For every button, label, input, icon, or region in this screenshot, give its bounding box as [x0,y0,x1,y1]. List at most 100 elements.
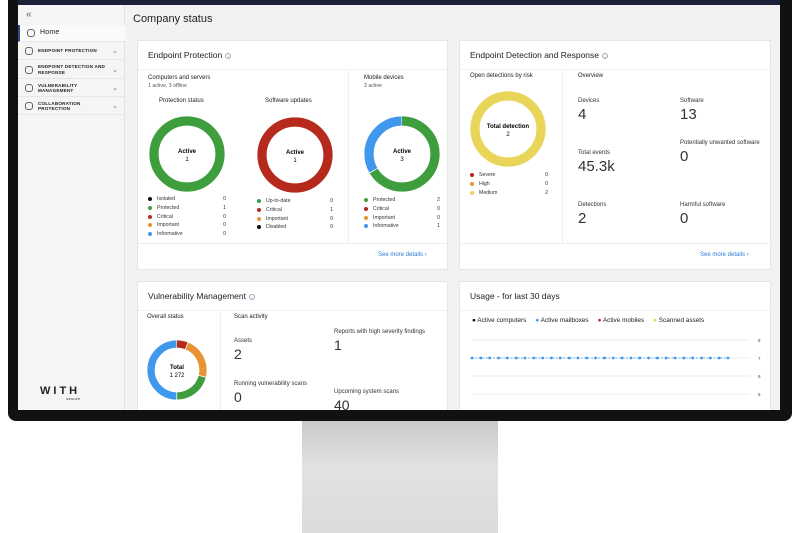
stat-label: Total events [578,150,611,156]
sidebar-item-edr[interactable]: ENDPOINT DETECTION AND RESPONSE ⌄ [18,61,125,79]
info-icon[interactable]: i [248,293,255,300]
legend-item[interactable]: ● Active mobiles [598,317,645,324]
legend-item: Protected 1 [148,204,226,213]
data-point [585,356,589,360]
legend-dot [470,190,474,195]
legend-value: 2 [437,197,440,204]
card-title: Usage - for last 30 days [470,291,560,301]
data-point [514,356,518,360]
updates-donut: Active 1 [257,117,333,193]
card-title: Endpoint Protection [148,50,223,60]
donut-segment [470,91,546,167]
donut-segment [147,340,207,400]
data-point [470,356,474,360]
computers-title: Computers and servers [148,75,211,81]
stat-value: 45.3k [578,157,615,175]
sidebar-item-endpoint-protection[interactable]: ENDPOINT PROTECTION ⌄ [18,43,125,60]
legend-value: 0 [545,181,548,188]
legend-value: 1 [437,223,440,230]
overview-title: Overview [578,73,604,79]
donut-center-value: 1 [293,158,297,164]
legend-label: Isolated [157,196,176,203]
radar-icon [25,65,33,74]
monitor-stand [302,421,498,533]
stat-item: Detections 2 [578,201,668,227]
legend-label: Critical [373,206,389,213]
legend-value: 0 [330,224,333,231]
legend-item: High 0 [470,180,548,189]
donut-segment [364,116,440,192]
legend-value: 0 [223,213,226,220]
vulnerability-card: Vulnerability Management i Overall status… [137,281,448,410]
legend-item: Isolated 0 [148,195,226,204]
see-more-details-link[interactable]: See more details › [700,252,749,258]
legend-label: Disabled [266,224,287,231]
stat-label: Assets [234,338,253,344]
legend-item: Important 0 [148,221,226,230]
stat-item: Devices 4 [578,97,668,123]
sidebar-item-home[interactable]: Home [18,25,125,42]
stat-item: Harmful software 0 [680,201,770,227]
legend-label: Critical [266,207,282,214]
legend-dot [470,182,474,187]
data-point [638,356,642,360]
legend-dot [148,206,152,211]
legend-label: Active mailboxes [540,317,589,324]
updates-legend: Up-to-date 0 Critical 1 Important 0 Disabled 0 [257,197,333,232]
protection-legend: Isolated 0 Protected 1 Critical 0 Important 0 In… [148,195,226,238]
stat-value: 2 [578,209,587,227]
legend-label: Important [157,222,179,229]
usage-chart: 8 7 6 5 [470,338,761,397]
legend-item[interactable]: ● Scanned assets [653,317,704,324]
data-point [603,356,606,360]
data-point [611,356,615,360]
legend-item: Critical 1 [257,206,333,215]
endpoint-protection-card: Endpoint Protection i Computers and serve… [137,40,449,270]
legend-value: 2 [545,189,548,196]
legend-value: 0 [545,172,548,179]
info-icon[interactable]: i [225,52,232,59]
stat-label: Running vulnerability scans [234,381,308,387]
sidebar-item-vulnerability[interactable]: VULNERABILITY MANAGEMENT ⌄ [18,80,125,97]
donut-center-value: 2 [506,132,510,138]
y-tick-label: 7 [758,356,761,361]
stat-value: 1 [334,336,342,353]
legend-label: Protected [157,205,180,212]
legend-dot [364,215,368,220]
legend-label: Medium [479,189,498,196]
chevron-down-icon: ⌄ [112,66,118,74]
y-tick-label: 6 [758,374,761,379]
legend-dot: ● [535,317,540,324]
data-point [673,356,677,360]
sidebar-item-collaboration[interactable]: COLLABORATION PROTECTION ⌄ [18,98,125,115]
stat-item: Reports with high severity findings 1 [334,328,429,353]
legend-dot [257,225,261,230]
data-point [505,356,509,360]
legend-label: Up-to-date [266,198,291,205]
data-point [497,356,500,360]
legend-item: Critical 0 [364,205,440,214]
legend-item[interactable]: ● Active computers [472,317,526,324]
see-more-details-link[interactable]: See more details › [378,252,427,258]
y-tick-label: 8 [758,338,761,343]
collapse-sidebar-icon[interactable]: « [26,9,32,20]
usage-card: Usage - for last 30 days ● Active comput… [459,281,771,410]
legend-value: 1 [223,205,226,212]
data-point [532,356,536,360]
app-screen: « Home ENDPOINT PROTECTION ⌄ ENDPOINT DET… [18,5,780,410]
legend-label: High [479,181,490,188]
legend-dot: ● [472,317,476,324]
data-point [664,356,668,360]
data-point [550,356,553,360]
shield-icon [25,47,33,55]
info-icon[interactable]: i [602,52,609,59]
donut-segment [364,116,440,192]
card-title: Vulnerability Management [148,291,246,301]
stat-item: Assets 2 [234,337,314,362]
stat-value: 40 [334,396,350,411]
legend-item[interactable]: ● Active mailboxes [535,317,588,324]
data-point [700,356,703,360]
stat-label: Devices [578,98,600,104]
legend-label: Protected [373,197,396,204]
protection-donut: Active 1 [149,116,225,192]
